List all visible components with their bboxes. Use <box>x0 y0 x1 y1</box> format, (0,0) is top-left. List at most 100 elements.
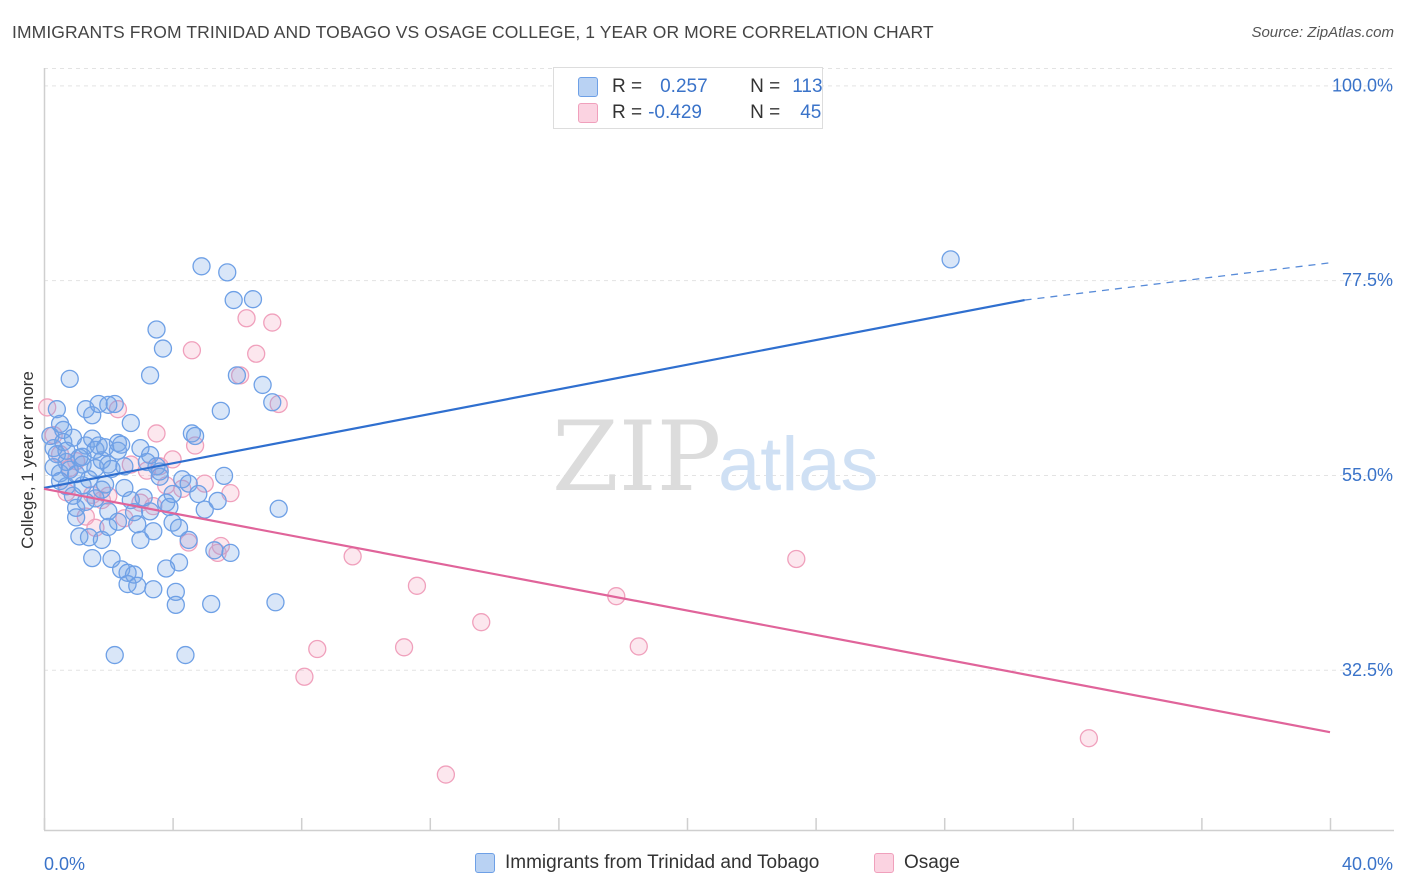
trinidad-point <box>115 457 134 476</box>
trinidad-point <box>224 290 243 310</box>
osage-point <box>1079 729 1099 748</box>
trinidad-point <box>73 447 92 466</box>
r-value: 0.257 <box>660 76 708 97</box>
legend-label-osage: Osage <box>904 852 960 873</box>
n-value: 113 <box>792 76 823 97</box>
trinidad-point <box>941 250 960 269</box>
trinidad-point <box>157 559 176 578</box>
trinidad-point <box>89 436 108 455</box>
osage-point <box>394 638 414 657</box>
osage-point <box>787 549 806 569</box>
trinidad-point <box>112 435 131 454</box>
trinidad-point <box>192 257 211 276</box>
series-osage-points <box>38 309 1099 784</box>
osage-point <box>247 344 266 363</box>
trinidad-point <box>108 512 128 531</box>
y-tick-label: 32.5% <box>1342 660 1393 680</box>
trinidad-trend-line <box>43 298 1025 490</box>
trinidad-point <box>179 530 198 550</box>
trinidad-point <box>121 413 140 433</box>
trinidad-point <box>189 484 208 504</box>
trinidad-point <box>221 543 240 563</box>
trend-lines <box>43 262 1331 734</box>
osage-point <box>108 400 128 419</box>
osage-point <box>343 547 362 566</box>
trinidad-point <box>202 594 221 614</box>
osage-point <box>472 613 491 632</box>
trinidad-point <box>269 499 288 518</box>
watermark-atlas: atlas <box>718 422 879 507</box>
trinidad-point <box>60 369 79 389</box>
osage-point <box>182 341 202 360</box>
trinidad-point <box>105 394 124 414</box>
trinidad-point <box>99 395 118 414</box>
osage-point <box>295 667 314 686</box>
trinidad-point <box>124 565 144 584</box>
trinidad-point <box>253 375 272 395</box>
osage-point <box>195 474 214 493</box>
trinidad-point <box>70 527 89 546</box>
trinidad-point <box>89 394 108 414</box>
trinidad-point <box>205 541 224 560</box>
legend-item-trinidad: Immigrants from Trinidad and Tobago <box>475 852 819 874</box>
trinidad-point <box>83 548 102 568</box>
trinidad-point <box>243 290 263 309</box>
trinidad-point <box>166 582 185 602</box>
trinidad-point <box>83 406 102 425</box>
r-label: R = <box>612 76 643 97</box>
source-note: Source: ZipAtlas.com <box>1251 24 1394 41</box>
osage-point <box>147 424 166 443</box>
r-label: R = <box>612 102 643 123</box>
trinidad-point <box>57 441 76 460</box>
trinidad-point <box>140 366 160 385</box>
trinidad-point <box>214 466 234 485</box>
x-tick-label-max: 40.0% <box>1342 854 1393 874</box>
trinidad-point <box>140 502 160 521</box>
tick-labels: 32.5% 55.0% 77.5% 100.0% 0.0% 40.0% <box>44 75 1393 874</box>
legend-item-osage: Osage <box>874 852 960 874</box>
y-tick-label: 55.0% <box>1342 465 1393 485</box>
x-tick-label-min: 0.0% <box>44 854 85 874</box>
stats-swatch-blue <box>578 77 598 97</box>
osage-point <box>263 313 282 332</box>
osage-point <box>629 637 648 656</box>
trinidad-point <box>128 576 147 595</box>
trinidad-point <box>211 401 230 421</box>
watermark: ZIP atlas <box>552 401 879 513</box>
trinidad-point <box>169 518 189 537</box>
osage-point <box>237 309 256 328</box>
trinidad-point <box>140 445 160 465</box>
axes <box>43 68 1394 832</box>
trinidad-point <box>128 515 147 534</box>
y-tick-label: 100.0% <box>1332 75 1393 95</box>
stats-swatch-pink <box>578 103 598 123</box>
bottom-legend: Immigrants from Trinidad and Tobago Osag… <box>0 852 1406 876</box>
legend-swatch-pink <box>874 853 894 873</box>
trinidad-point <box>163 484 182 504</box>
n-value: 45 <box>800 102 822 123</box>
trinidad-point <box>153 339 173 358</box>
chart-title: IMMIGRANTS FROM TRINIDAD AND TOBAGO VS O… <box>12 22 934 42</box>
osage-point <box>269 394 288 414</box>
trinidad-point <box>227 366 247 385</box>
legend-label-trinidad: Immigrants from Trinidad and Tobago <box>505 852 820 873</box>
trinidad-point <box>185 426 205 446</box>
osage-point <box>308 639 327 659</box>
trinidad-point <box>67 508 86 527</box>
stats-row-osage: R = -0.429 N = 45 <box>578 100 821 126</box>
legend-swatch-blue <box>475 853 495 873</box>
n-label: N = <box>750 76 781 97</box>
n-label: N = <box>750 102 781 123</box>
trinidad-point <box>47 400 67 419</box>
osage-point <box>436 765 456 784</box>
trinidad-point <box>150 467 169 486</box>
trinidad-point <box>83 429 102 448</box>
stats-legend: R = 0.257 N = 113 R = -0.429 N = 45 <box>553 67 823 129</box>
trinidad-point <box>182 424 202 443</box>
r-value: -0.429 <box>648 102 702 123</box>
trinidad-point <box>105 645 124 665</box>
osage-trend-line <box>43 487 1331 734</box>
trinidad-point <box>208 491 227 511</box>
trinidad-point <box>176 645 195 665</box>
trinidad-point <box>144 522 163 541</box>
